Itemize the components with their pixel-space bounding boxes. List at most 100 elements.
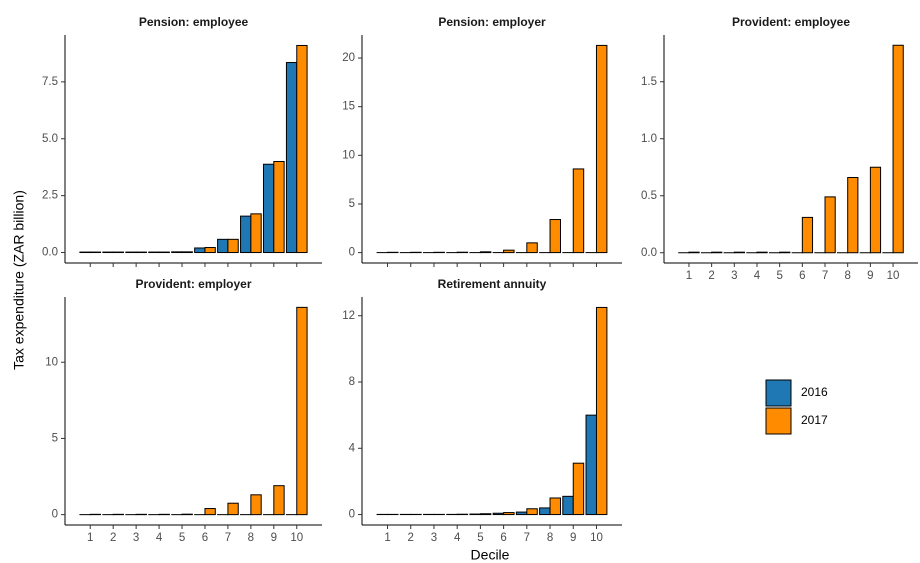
- bar: [595, 306, 608, 516]
- x-tick-label: 8: [248, 532, 254, 544]
- y-tick-label: 10: [45, 356, 58, 368]
- panel-title: Provident: employee: [732, 15, 850, 29]
- y-tick-label: 5.0: [42, 133, 58, 145]
- x-axis-title: Decile: [471, 547, 510, 563]
- bar: [824, 196, 836, 254]
- bar: [595, 44, 608, 254]
- y-tick-label: 0: [349, 247, 355, 259]
- x-tick-label: 9: [570, 532, 576, 544]
- legend-swatch: [765, 379, 792, 407]
- x-tick-label: 1: [384, 532, 390, 544]
- bar: [171, 251, 183, 254]
- bar: [479, 251, 492, 254]
- x-tick-label: 2: [708, 270, 714, 282]
- y-tick-label: 1.5: [641, 76, 657, 88]
- bar: [688, 251, 700, 254]
- panel-title: Retirement annuity: [438, 277, 547, 291]
- x-tick-label: 7: [822, 270, 828, 282]
- x-tick-label: 6: [799, 270, 805, 282]
- y-tick-label: 8: [349, 376, 355, 388]
- y-tick-label: 0.0: [42, 247, 58, 259]
- bar: [296, 44, 308, 254]
- bar: [492, 512, 505, 516]
- bar: [539, 507, 551, 516]
- bar: [479, 513, 492, 516]
- bar: [515, 511, 528, 516]
- panel-title: Pension: employee: [139, 15, 249, 29]
- bar: [585, 414, 597, 516]
- bar: [217, 238, 229, 254]
- bar: [503, 512, 515, 516]
- bar: [250, 213, 262, 254]
- bar: [503, 249, 515, 254]
- y-axis-title: Tax expenditure (ZAR billion): [11, 190, 27, 370]
- x-tick-label: 6: [202, 532, 208, 544]
- x-tick-label: 10: [290, 532, 303, 544]
- y-tick-label: 7.5: [42, 76, 58, 88]
- y-tick-label: 1.0: [641, 133, 657, 145]
- legend-label: 2017: [801, 413, 828, 427]
- x-tick-label: 7: [225, 532, 231, 544]
- y-tick-label: 12: [342, 310, 355, 322]
- y-tick-label: 2.5: [42, 190, 58, 202]
- bar: [227, 238, 239, 254]
- bar: [262, 163, 275, 254]
- bar: [526, 508, 538, 516]
- panel-title: Pension: employer: [438, 15, 546, 29]
- panel-title: Provident: employer: [135, 277, 251, 291]
- bar: [549, 219, 561, 254]
- y-tick-label: 0: [349, 509, 355, 521]
- x-tick-label: 3: [731, 270, 737, 282]
- x-tick-label: 3: [431, 532, 437, 544]
- x-tick-label: 6: [500, 532, 506, 544]
- y-tick-label: 5: [349, 198, 355, 210]
- x-tick-label: 9: [867, 270, 873, 282]
- y-tick-label: 0.0: [641, 247, 657, 259]
- bar: [572, 168, 585, 254]
- bar: [869, 166, 882, 254]
- x-tick-label: 4: [156, 532, 163, 544]
- y-tick-label: 15: [342, 101, 355, 113]
- legend-swatch: [765, 407, 792, 435]
- x-tick-label: 8: [547, 532, 553, 544]
- bar: [847, 177, 859, 254]
- y-tick-label: 0.5: [641, 190, 657, 202]
- x-tick-label: 5: [179, 532, 185, 544]
- x-tick-label: 4: [454, 532, 461, 544]
- bar: [711, 251, 723, 254]
- x-tick-label: 5: [477, 532, 483, 544]
- bar: [779, 251, 791, 254]
- bar: [892, 44, 904, 254]
- bar: [273, 161, 285, 254]
- x-tick-label: 1: [686, 270, 692, 282]
- x-tick-label: 10: [590, 532, 603, 544]
- y-tick-label: 0: [52, 509, 58, 521]
- bar: [572, 462, 585, 516]
- bar: [240, 215, 252, 254]
- bar: [549, 497, 561, 516]
- x-tick-label: 9: [271, 532, 277, 544]
- bar: [181, 251, 193, 254]
- bar: [204, 508, 216, 516]
- y-tick-label: 5: [52, 432, 58, 444]
- bar: [733, 251, 746, 254]
- x-tick-label: 8: [844, 270, 850, 282]
- bar: [194, 247, 206, 254]
- y-tick-label: 20: [342, 52, 355, 64]
- bar: [756, 251, 768, 254]
- y-tick-label: 4: [349, 442, 356, 454]
- x-tick-label: 2: [408, 532, 414, 544]
- x-tick-label: 4: [754, 270, 761, 282]
- x-tick-label: 3: [133, 532, 139, 544]
- bar: [526, 242, 538, 254]
- bar: [562, 495, 574, 516]
- bar: [250, 494, 262, 516]
- legend-label: 2016: [801, 385, 828, 399]
- x-tick-label: 1: [87, 532, 93, 544]
- bar: [273, 485, 285, 516]
- bar: [285, 62, 298, 254]
- bar: [296, 306, 308, 516]
- bar: [227, 502, 239, 516]
- x-tick-label: 5: [776, 270, 782, 282]
